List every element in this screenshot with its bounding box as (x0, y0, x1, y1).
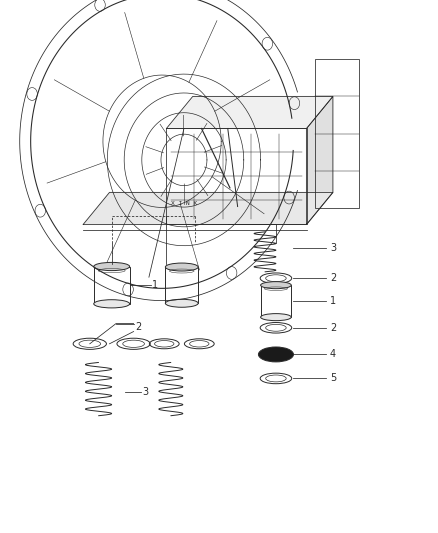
Text: 3: 3 (330, 243, 336, 253)
Text: 2: 2 (135, 322, 141, 332)
Text: 5: 5 (330, 374, 336, 383)
Ellipse shape (258, 347, 293, 362)
Ellipse shape (94, 262, 130, 271)
Polygon shape (166, 96, 333, 128)
Ellipse shape (165, 263, 198, 271)
Text: 1: 1 (152, 280, 159, 290)
Bar (166, 267, 198, 303)
Ellipse shape (165, 300, 198, 307)
Ellipse shape (261, 281, 291, 289)
Text: 4: 4 (330, 350, 336, 359)
Text: 2: 2 (330, 273, 336, 283)
Text: X I N K: X I N K (171, 200, 197, 206)
Bar (315, 59, 359, 208)
Bar (166, 128, 307, 224)
Polygon shape (307, 96, 333, 224)
Text: 2: 2 (330, 323, 336, 333)
Text: 1: 1 (330, 296, 336, 306)
Ellipse shape (94, 300, 130, 308)
Polygon shape (83, 192, 333, 224)
Ellipse shape (261, 313, 291, 321)
Bar (261, 285, 291, 317)
Bar (94, 266, 130, 304)
Text: 3: 3 (142, 387, 148, 397)
